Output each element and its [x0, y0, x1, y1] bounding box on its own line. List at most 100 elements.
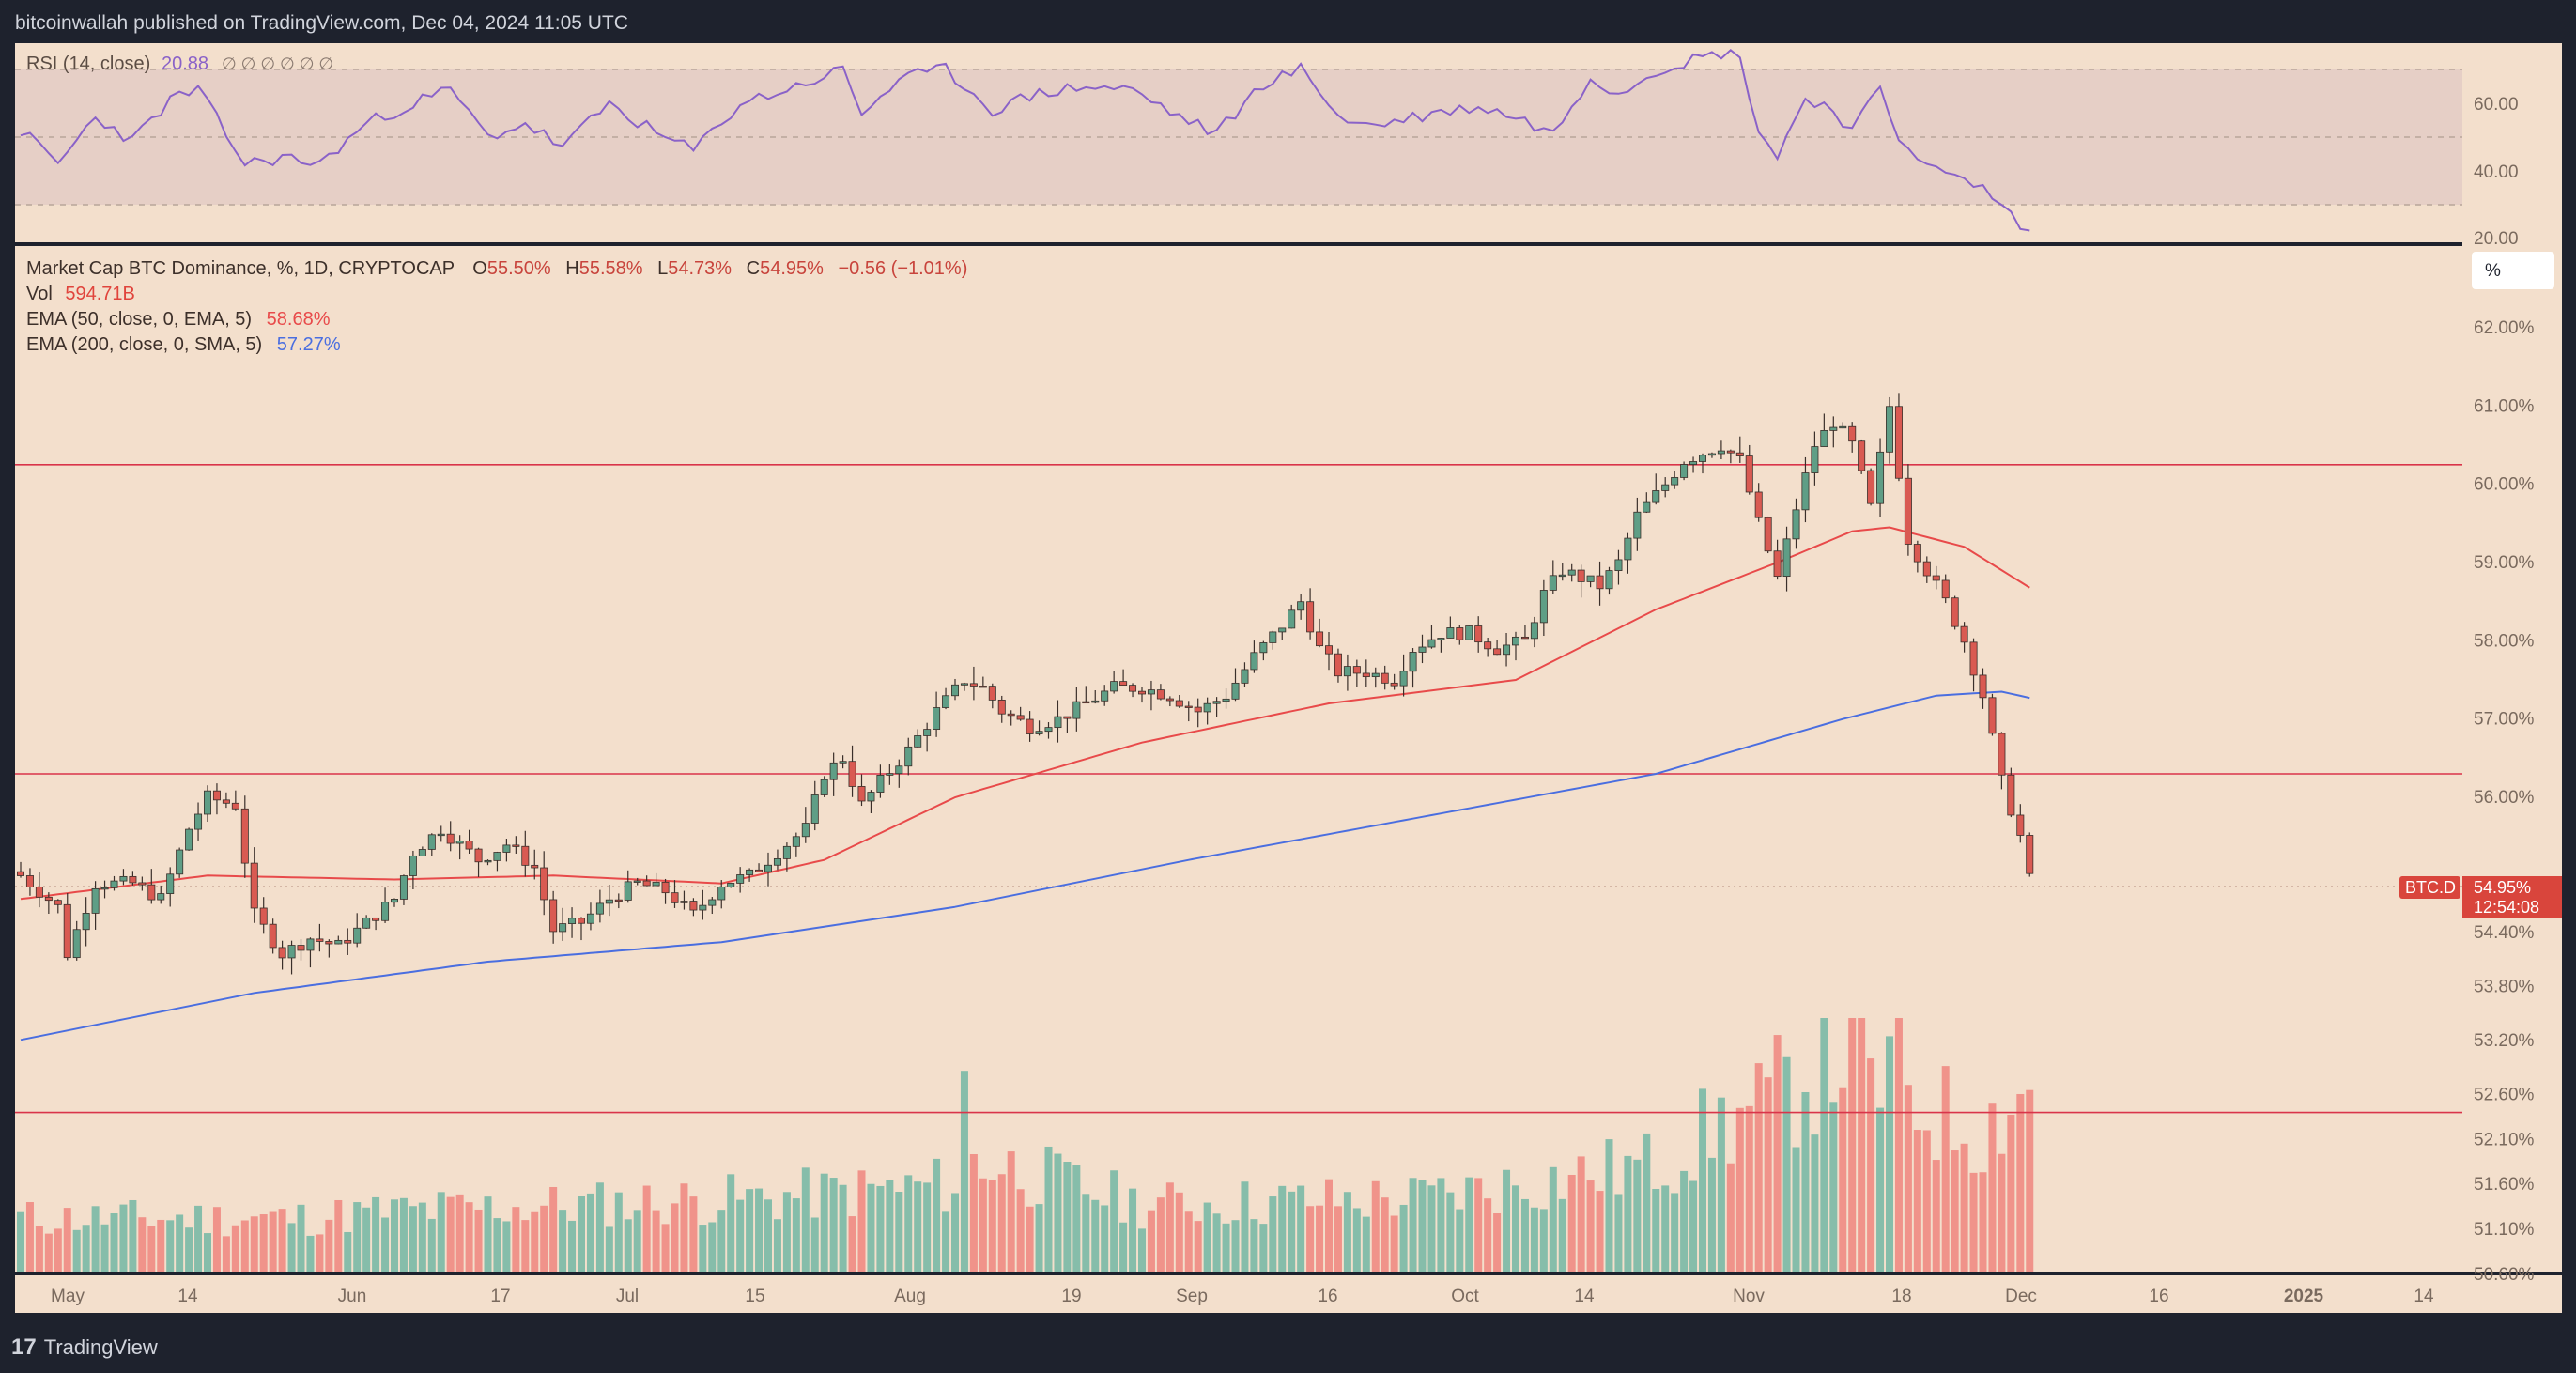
- candle: [1913, 540, 1921, 573]
- time-tick-label: Sep: [1176, 1287, 1208, 1306]
- candle: [147, 869, 156, 904]
- candle: [1960, 622, 1968, 653]
- volume-bar: [1904, 1085, 1912, 1272]
- time-tick-label: Aug: [894, 1287, 926, 1306]
- volume-bar: [1998, 1153, 2006, 1272]
- candle: [185, 827, 193, 851]
- candle: [1867, 468, 1875, 506]
- scale-mode-button[interactable]: [2472, 252, 2554, 289]
- volume-bar: [250, 1216, 258, 1272]
- volume-bar: [110, 1213, 118, 1272]
- time-tick-label: Oct: [1451, 1287, 1479, 1306]
- candle: [1288, 604, 1296, 629]
- time-ticks: May 14 Jun 17 Jul 15 Aug 19 Sep 16 Oct 14 Nov 18 Dec 16…: [51, 1287, 2434, 1306]
- candle: [437, 825, 445, 842]
- candle: [661, 878, 670, 904]
- candle: [1969, 638, 1978, 692]
- volume-bar: [1773, 1035, 1782, 1272]
- candle: [63, 892, 71, 961]
- volume-bar: [1726, 1163, 1735, 1272]
- resistance-lines[interactable]: [15, 464, 2462, 1114]
- candle: [334, 935, 343, 945]
- volume-bar: [427, 1218, 436, 1272]
- volume-bar: [1941, 1066, 1950, 1272]
- tradingview-logo-icon: 17: [11, 1334, 37, 1360]
- volume-bar: [44, 1233, 53, 1272]
- candle: [642, 875, 651, 887]
- volume-bar: [1605, 1139, 1613, 1272]
- volume-bar: [1735, 1107, 1744, 1272]
- time-tick-label: 14: [1574, 1287, 1595, 1306]
- volume-bar: [240, 1220, 249, 1272]
- candle: [1820, 413, 1828, 447]
- volume-bar: [801, 1167, 810, 1272]
- volume-bar: [578, 1196, 585, 1272]
- volume-bar: [1306, 1206, 1315, 1272]
- publish-header: bitcoinwallah published on TradingView.c…: [15, 8, 628, 39]
- volume-bar: [1886, 1036, 1893, 1272]
- volume-bar: [54, 1228, 62, 1272]
- price-pane[interactable]: [15, 246, 2462, 1272]
- price-axis[interactable]: [2462, 43, 2562, 1272]
- last-price-label[interactable]: BTC.D 54.95% 12:54:08: [2399, 876, 2562, 918]
- candle: [1016, 706, 1025, 721]
- volume-bar: [699, 1225, 707, 1272]
- legend-ema200-label: EMA (200, close, 0, SMA, 5): [26, 334, 262, 355]
- volume-bar: [671, 1203, 679, 1272]
- volume-bar: [1456, 1209, 1464, 1272]
- volume-bar: [1194, 1221, 1202, 1272]
- volume-bar: [633, 1210, 641, 1272]
- candle: [1596, 561, 1604, 606]
- candle: [942, 687, 950, 710]
- volume-bar: [17, 1211, 24, 1272]
- volume-bar: [1007, 1151, 1015, 1272]
- legend-ema50-label: EMA (50, close, 0, EMA, 5): [26, 309, 252, 330]
- volume-bar: [1801, 1091, 1810, 1272]
- volume-bar: [1334, 1206, 1342, 1272]
- volume-bar: [661, 1224, 670, 1272]
- rsi-tick: 20.00: [2474, 229, 2519, 249]
- volume-bar: [773, 1219, 781, 1272]
- candle: [1399, 654, 1408, 697]
- candle: [1026, 711, 1034, 742]
- volume-bar: [736, 1199, 745, 1272]
- candle: [997, 695, 1006, 723]
- volume-bar: [1297, 1185, 1305, 1272]
- volume-bar: [409, 1206, 417, 1272]
- volume-bar: [1951, 1150, 1959, 1272]
- volume-bar: [960, 1071, 968, 1272]
- candle: [129, 871, 137, 886]
- candle: [886, 764, 894, 785]
- candle: [708, 897, 717, 915]
- candle: [782, 842, 791, 872]
- volume-bar: [1119, 1222, 1128, 1272]
- time-axis[interactable]: [15, 1275, 2562, 1313]
- candle: [540, 851, 548, 916]
- candle: [1484, 638, 1492, 657]
- price-tick-label: 53.20%: [2474, 1031, 2535, 1051]
- candle: [316, 923, 324, 952]
- volume-bar: [306, 1235, 315, 1272]
- candle: [427, 833, 436, 856]
- legend-change: −0.56 (−1.01%): [839, 258, 968, 279]
- candle: [1446, 616, 1455, 639]
- volume-bar: [792, 1198, 800, 1272]
- candle: [344, 928, 352, 955]
- ema50-line: [20, 526, 2030, 901]
- legend[interactable]: Market Cap BTC Dominance, %, 1D, CRYPTOC…: [26, 258, 967, 355]
- candle: [409, 850, 417, 890]
- candle: [1269, 630, 1277, 650]
- volume-bar: [1091, 1199, 1100, 1272]
- candle: [82, 897, 90, 947]
- volume-bar: [1932, 1160, 1940, 1272]
- volume-bar: [1652, 1188, 1660, 1272]
- volume-bar: [764, 1199, 772, 1272]
- footer[interactable]: 17 TradingView: [11, 1327, 158, 1368]
- candle: [325, 939, 333, 958]
- candle: [1811, 431, 1819, 486]
- candle: [1614, 549, 1623, 585]
- volume-bar: [1829, 1102, 1838, 1272]
- candle: [652, 872, 660, 887]
